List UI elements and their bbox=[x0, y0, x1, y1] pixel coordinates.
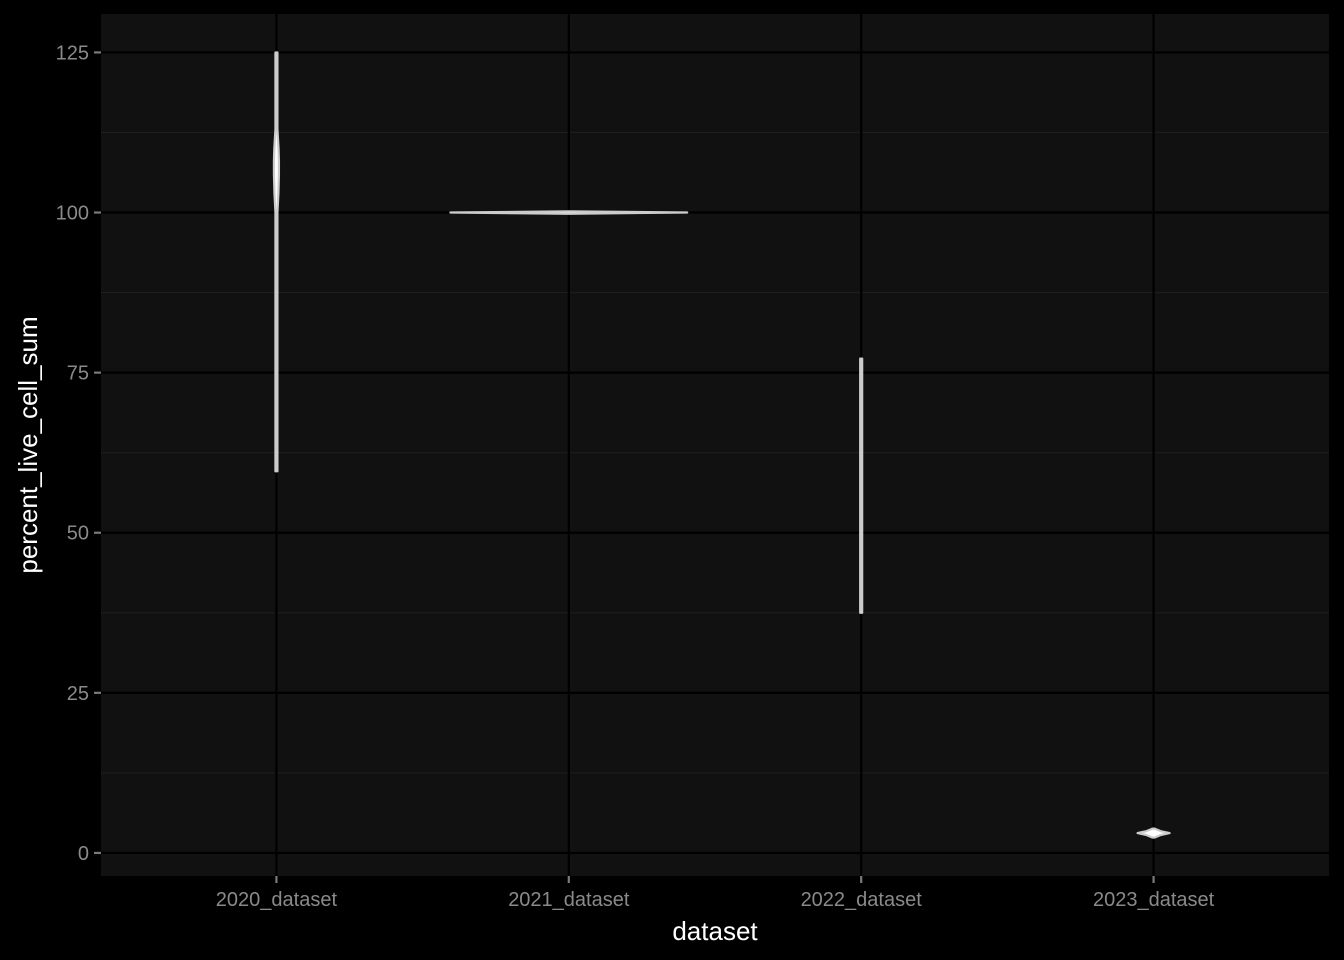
violin-2022_dataset bbox=[859, 357, 864, 614]
y-tick-label: 75 bbox=[67, 363, 89, 385]
y-tick-label: 25 bbox=[67, 683, 89, 705]
x-tick-label: 2020_dataset bbox=[216, 889, 338, 911]
violin-2023_dataset bbox=[1136, 827, 1171, 839]
y-tick-label: 100 bbox=[56, 203, 89, 225]
y-axis-title: percent_live_cell_sum bbox=[13, 316, 43, 573]
violin-group bbox=[272, 51, 1171, 839]
violin-2020_dataset bbox=[272, 51, 281, 473]
x-tick-label: 2022_dataset bbox=[801, 889, 923, 911]
x-tick-label: 2023_dataset bbox=[1093, 889, 1215, 911]
x-axis-title: dataset bbox=[672, 916, 758, 946]
y-tick-label: 50 bbox=[67, 523, 89, 545]
y-tick-label: 0 bbox=[78, 843, 89, 865]
plot-panel bbox=[101, 14, 1329, 876]
y-tick-label: 125 bbox=[56, 42, 89, 64]
y-axis: 0 25 50 75 100 125 bbox=[56, 42, 101, 865]
minor-gridlines bbox=[101, 131, 1329, 774]
violin-2021_dataset bbox=[449, 210, 689, 215]
x-axis: 2020_dataset 2021_dataset 2022_dataset 2023… bbox=[216, 876, 1215, 911]
x-tick-label: 2021_dataset bbox=[508, 889, 630, 911]
